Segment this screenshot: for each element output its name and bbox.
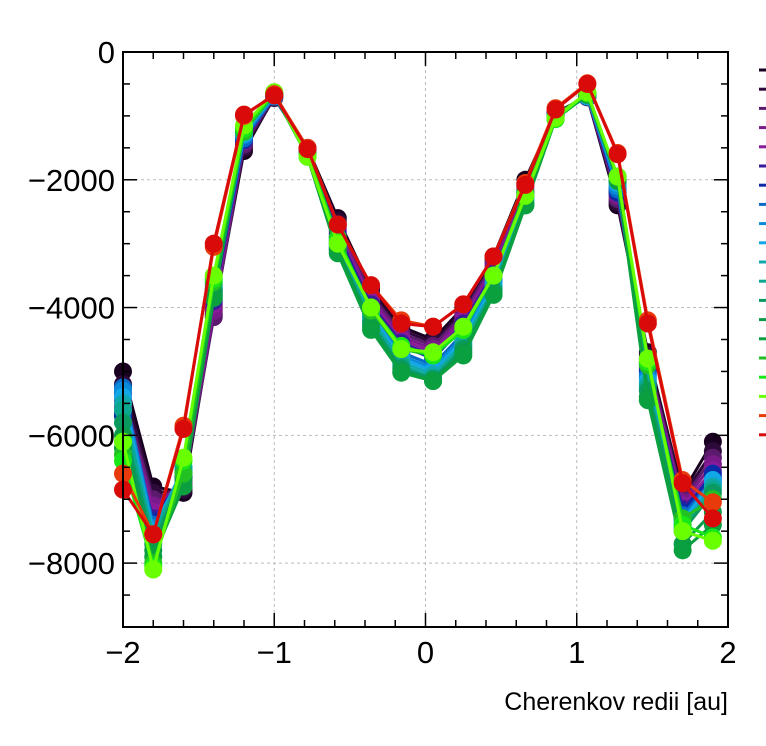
x-axis-label: Cherenkov redii [au]: [504, 688, 728, 716]
legend: [759, 68, 766, 437]
data-point: [144, 525, 163, 544]
data-point: [673, 541, 692, 560]
data-point: [328, 215, 347, 234]
data-point: [424, 343, 443, 362]
grid: [123, 52, 728, 627]
y-tick-labels: 0 −2000 −4000 −6000 −8000: [28, 35, 115, 581]
series-20: [114, 74, 722, 544]
data-point: [454, 346, 473, 365]
x-tick-label: 1: [568, 635, 585, 670]
data-point: [174, 419, 193, 438]
data-point: [424, 372, 443, 391]
data-point: [638, 349, 657, 368]
data-point: [703, 493, 722, 512]
data-point: [673, 474, 692, 493]
data-point: [673, 522, 692, 541]
data-point: [235, 105, 253, 124]
data-point: [424, 317, 443, 336]
data-point: [454, 317, 473, 336]
data-point: [362, 298, 381, 317]
data-point: [578, 74, 597, 93]
y-tick-label: −8000: [28, 546, 115, 581]
data-point: [362, 320, 381, 339]
data-point: [546, 100, 565, 119]
data-point: [484, 266, 503, 285]
data-point: [392, 314, 411, 333]
data-point: [204, 234, 223, 253]
data-point: [703, 509, 722, 528]
data-point: [484, 247, 503, 266]
series-line: [121, 82, 715, 536]
data-point: [454, 295, 473, 314]
plot-series: [114, 74, 722, 579]
y-tick-label: −4000: [28, 291, 115, 326]
axis-ticks: [122, 51, 729, 628]
x-tick-labels: −2 −1 0 1 2: [105, 635, 736, 670]
data-point: [392, 340, 411, 359]
data-point: [392, 363, 411, 382]
data-point: [298, 140, 317, 159]
y-tick-label: −6000: [28, 418, 115, 453]
data-point: [638, 391, 657, 410]
x-tick-label: −1: [257, 635, 292, 670]
data-point: [362, 276, 381, 295]
y-tick-label: 0: [98, 35, 115, 70]
series-18: [114, 83, 722, 579]
x-tick-label: 2: [719, 635, 736, 670]
x-tick-label: 0: [417, 635, 434, 670]
data-point: [703, 531, 722, 550]
data-point: [638, 314, 657, 333]
data-point: [608, 145, 627, 164]
x-tick-label: −2: [105, 635, 140, 670]
data-point: [174, 448, 193, 467]
data-point: [516, 175, 535, 194]
data-point: [265, 86, 284, 105]
data-point: [484, 285, 503, 304]
y-tick-label: −2000: [28, 163, 115, 198]
data-point: [144, 560, 163, 579]
data-point: [328, 234, 347, 253]
